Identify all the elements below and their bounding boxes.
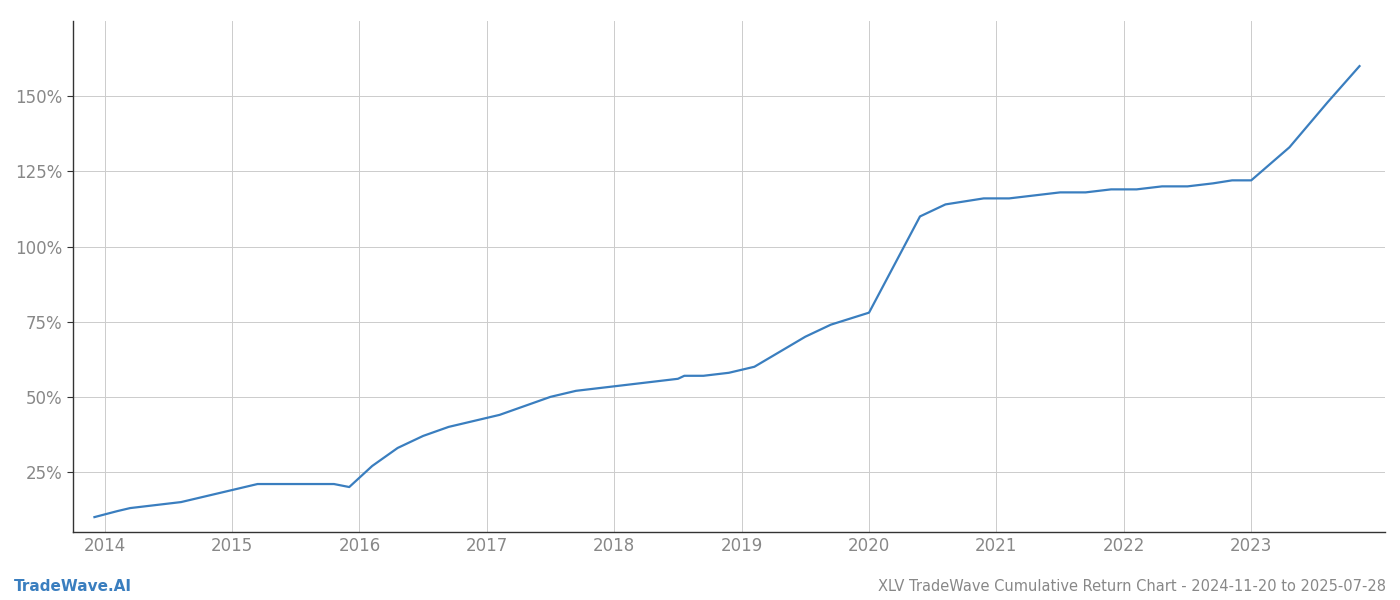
Text: TradeWave.AI: TradeWave.AI <box>14 579 132 594</box>
Text: XLV TradeWave Cumulative Return Chart - 2024-11-20 to 2025-07-28: XLV TradeWave Cumulative Return Chart - … <box>878 579 1386 594</box>
